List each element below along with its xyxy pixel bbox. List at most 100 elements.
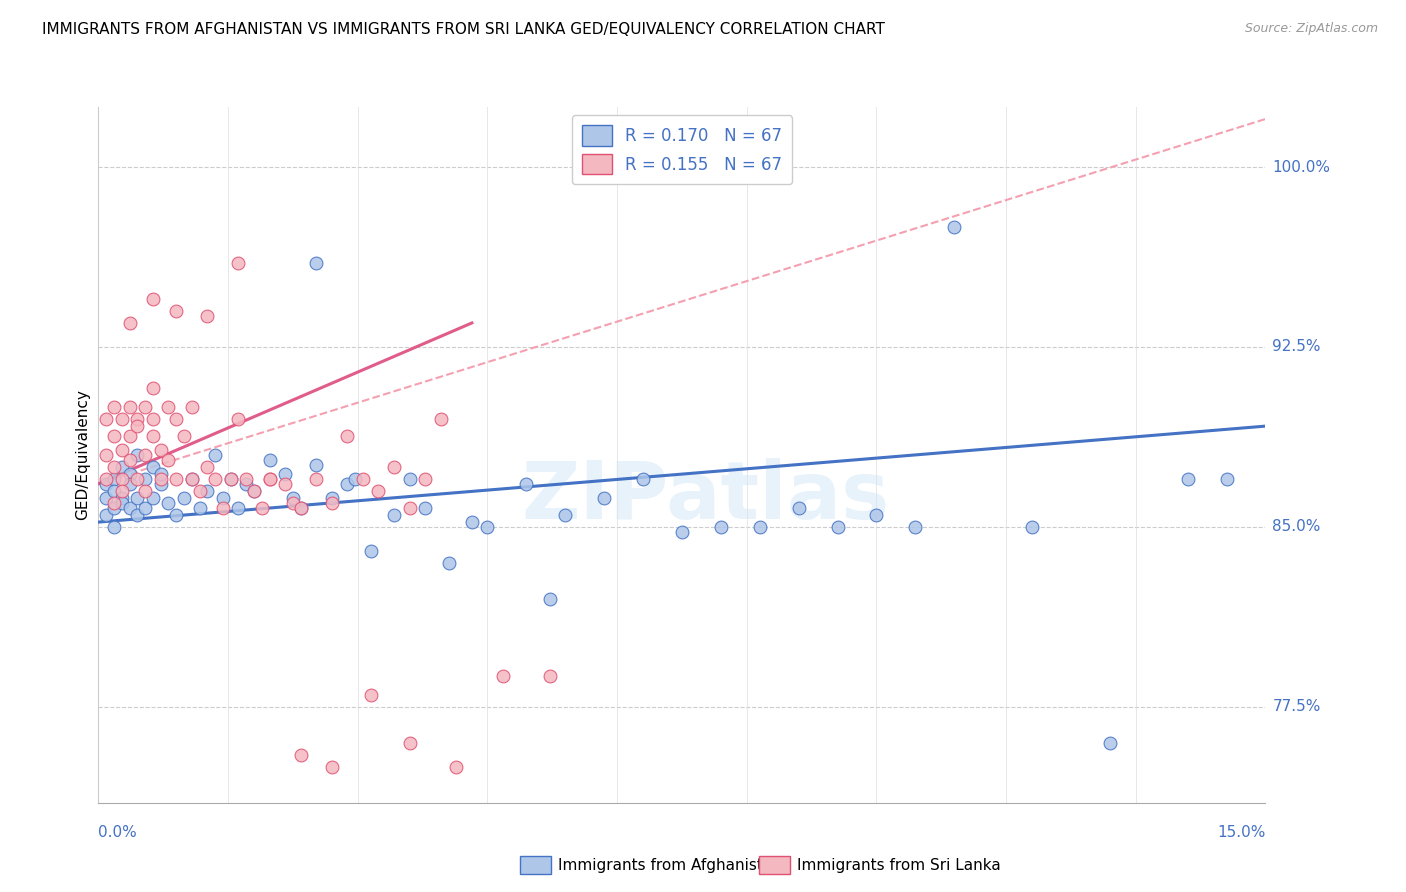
Point	[413, 500, 436, 515]
Point	[118, 400, 141, 414]
Point	[134, 500, 156, 515]
Point	[274, 476, 297, 491]
Point	[219, 472, 242, 486]
Point	[96, 472, 118, 486]
Point	[943, 219, 966, 234]
Point	[235, 472, 257, 486]
Y-axis label: GED/Equivalency: GED/Equivalency	[75, 390, 90, 520]
Point	[103, 400, 125, 414]
Point	[127, 472, 149, 486]
Point	[149, 476, 172, 491]
Point	[554, 508, 576, 522]
Point	[305, 256, 328, 270]
Point	[111, 483, 134, 498]
Point	[111, 459, 134, 474]
Point	[336, 476, 359, 491]
Point	[259, 472, 281, 486]
Point	[235, 476, 257, 491]
Point	[243, 483, 266, 498]
Point	[111, 491, 134, 505]
Point	[865, 508, 887, 522]
Point	[142, 412, 165, 426]
Point	[228, 412, 250, 426]
Point	[96, 476, 118, 491]
Text: Immigrants from Afghanistan: Immigrants from Afghanistan	[558, 858, 782, 872]
Point	[492, 668, 515, 682]
Point	[250, 500, 273, 515]
Point	[290, 747, 312, 762]
Point	[321, 491, 343, 505]
Point	[165, 508, 187, 522]
Point	[290, 500, 312, 515]
Point	[165, 472, 187, 486]
Point	[111, 443, 134, 458]
Point	[352, 472, 374, 486]
Point	[367, 483, 389, 498]
Point	[398, 472, 420, 486]
Point	[305, 458, 328, 472]
Point	[1177, 472, 1199, 486]
Point	[103, 496, 125, 510]
Point	[827, 520, 849, 534]
Point	[111, 496, 134, 510]
Text: IMMIGRANTS FROM AFGHANISTAN VS IMMIGRANTS FROM SRI LANKA GED/EQUIVALENCY CORRELA: IMMIGRANTS FROM AFGHANISTAN VS IMMIGRANT…	[42, 22, 884, 37]
Point	[165, 412, 187, 426]
Point	[134, 472, 156, 486]
Point	[228, 500, 250, 515]
Point	[321, 760, 343, 774]
Point	[281, 491, 304, 505]
Point	[118, 476, 141, 491]
Point	[382, 459, 405, 474]
Point	[127, 508, 149, 522]
Point	[103, 472, 125, 486]
Point	[118, 500, 141, 515]
Point	[538, 591, 561, 606]
Point	[219, 472, 242, 486]
Point	[748, 520, 770, 534]
Point	[142, 491, 165, 505]
Point	[1021, 520, 1043, 534]
Point	[118, 316, 141, 330]
Point	[149, 472, 172, 486]
Text: 92.5%: 92.5%	[1272, 340, 1320, 354]
Point	[157, 496, 180, 510]
Point	[515, 476, 537, 491]
Point	[360, 544, 382, 558]
Point	[103, 500, 125, 515]
Text: Source: ZipAtlas.com: Source: ZipAtlas.com	[1244, 22, 1378, 36]
Point	[111, 472, 134, 486]
Point	[710, 520, 733, 534]
Point	[195, 459, 218, 474]
Point	[290, 500, 312, 515]
Point	[180, 472, 202, 486]
Point	[413, 472, 436, 486]
Point	[787, 500, 810, 515]
Point	[631, 472, 654, 486]
Point	[212, 500, 235, 515]
Point	[103, 520, 125, 534]
Point	[96, 412, 118, 426]
Point	[149, 443, 172, 458]
Point	[127, 419, 149, 434]
Point	[134, 400, 156, 414]
Point	[103, 428, 125, 442]
Point	[212, 491, 235, 505]
Text: 15.0%: 15.0%	[1218, 825, 1265, 840]
Point	[118, 428, 141, 442]
Point	[446, 760, 468, 774]
Point	[118, 452, 141, 467]
Text: 0.0%: 0.0%	[98, 825, 138, 840]
Point	[477, 520, 499, 534]
Point	[157, 452, 180, 467]
Point	[165, 304, 187, 318]
Point	[142, 459, 165, 474]
Point	[538, 668, 561, 682]
Point	[173, 491, 195, 505]
Legend: R = 0.170   N = 67, R = 0.155   N = 67: R = 0.170 N = 67, R = 0.155 N = 67	[572, 115, 792, 185]
Text: 77.5%: 77.5%	[1272, 699, 1320, 714]
Point	[96, 491, 118, 505]
Point	[259, 472, 281, 486]
Point	[188, 500, 211, 515]
Point	[149, 467, 172, 482]
Point	[173, 428, 195, 442]
